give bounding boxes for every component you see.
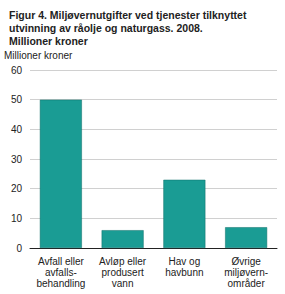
svg-text:miljøvern-: miljøvern- (224, 267, 268, 278)
svg-text:Øvrige: Øvrige (231, 256, 261, 267)
svg-text:0: 0 (16, 243, 22, 254)
svg-text:30: 30 (11, 154, 23, 165)
svg-text:40: 40 (11, 124, 23, 135)
svg-text:50: 50 (11, 94, 23, 105)
svg-text:Figur 4. Miljøvernutgifter ved: Figur 4. Miljøvernutgifter ved tjenester… (9, 9, 247, 21)
svg-text:behandling: behandling (36, 278, 85, 289)
svg-text:vann: vann (112, 278, 134, 289)
svg-text:produsert: produsert (102, 267, 144, 278)
svg-text:Millioner kroner: Millioner kroner (4, 50, 73, 61)
svg-text:20: 20 (11, 183, 23, 194)
svg-text:60: 60 (11, 65, 23, 76)
svg-text:Hav og: Hav og (169, 256, 201, 267)
svg-text:10: 10 (11, 213, 23, 224)
svg-text:Millioner kroner: Millioner kroner (9, 35, 88, 47)
svg-text:Avfall eller: Avfall eller (38, 256, 85, 267)
svg-text:Avløp eller: Avløp eller (99, 256, 147, 267)
svg-text:utvinning av råolje og naturga: utvinning av råolje og naturgass. 2008. (9, 22, 203, 34)
svg-text:områder: områder (228, 278, 266, 289)
svg-text:avfalls-: avfalls- (45, 267, 77, 278)
svg-text:havbunn: havbunn (165, 267, 203, 278)
